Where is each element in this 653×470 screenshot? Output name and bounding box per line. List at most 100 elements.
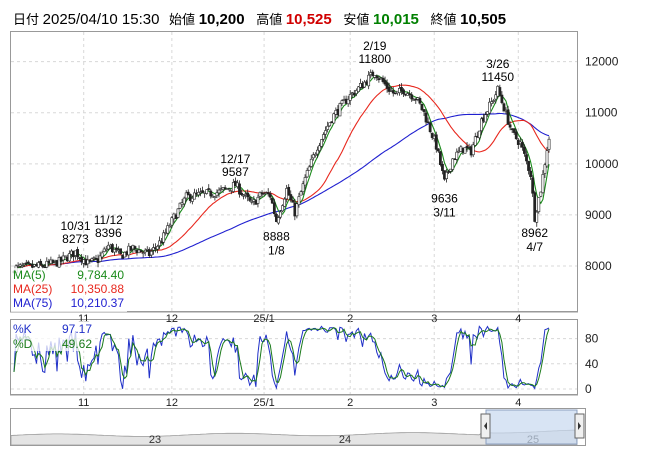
candle-body (484, 114, 487, 123)
stoch-tick-label: 80 (585, 332, 599, 346)
candle-body (240, 192, 243, 195)
legend-k-name: %K (13, 322, 32, 336)
stoch-xtick-label: 3 (431, 397, 437, 409)
open-value: 10,200 (198, 11, 245, 28)
price-xtick-label: 12 (166, 313, 178, 325)
navigator-year-label: 23 (149, 434, 161, 446)
candle-body (170, 217, 174, 226)
candle-body (57, 257, 61, 268)
candle-body (479, 118, 483, 132)
candle-body (283, 198, 287, 207)
annotation-value: 8962 (521, 226, 548, 240)
candle-body (166, 225, 170, 234)
candle-body (387, 86, 391, 92)
candle-body (514, 131, 518, 140)
candle-body (309, 158, 313, 167)
candle-body (477, 130, 481, 139)
candle-body (289, 194, 293, 201)
candle-body (182, 197, 186, 205)
navigator-left-handle[interactable] (480, 413, 491, 439)
legend-ma25-name: MA(25) (13, 282, 52, 296)
candle-body (445, 171, 448, 179)
candle-body (299, 191, 303, 196)
legend-d-value: 49.62 (62, 337, 92, 351)
candle-body (139, 250, 143, 253)
candle-body (256, 196, 260, 204)
candle-body (162, 232, 166, 243)
annotation-value: 9636 (431, 191, 458, 205)
candle-body (86, 259, 90, 265)
navigator-right-handle[interactable] (574, 413, 585, 439)
candle-body (149, 251, 153, 256)
candle-body (512, 128, 516, 133)
candle-body (381, 77, 385, 82)
candle-body (492, 100, 496, 102)
candle-body (436, 148, 440, 152)
annotation-value: 11800 (359, 52, 392, 66)
ma25-line (13, 84, 550, 273)
candle-body (424, 112, 428, 123)
candle-body (502, 103, 506, 112)
candle-body (494, 94, 498, 100)
candle-body (539, 191, 543, 197)
price-xtick-label: 25/1 (253, 313, 274, 325)
candle-body (525, 154, 528, 162)
stoch-xtick-label: 25/1 (253, 397, 274, 409)
candle-body (281, 205, 284, 212)
stoch-xtick-label: 2 (347, 397, 353, 409)
legend-ma75-value: 10,210.37 (71, 296, 125, 310)
candle-body (426, 121, 430, 124)
annotation-value: 8396 (95, 226, 122, 240)
navigator-year-label: 24 (339, 434, 351, 446)
candle-body (400, 86, 403, 91)
candle-body (277, 217, 280, 224)
candle-body (508, 124, 512, 128)
candle-body (248, 197, 252, 201)
candle-body (26, 261, 30, 264)
candle-body (63, 255, 67, 258)
candle-body (197, 192, 200, 196)
candle-body (297, 196, 301, 205)
candle-body (500, 94, 504, 103)
candle-body (61, 255, 65, 261)
candle-body (279, 211, 282, 218)
candle-body (313, 153, 317, 156)
candle-body (352, 92, 356, 96)
candle-body (408, 93, 412, 96)
date-label: 日付 (13, 12, 40, 27)
candle-body (213, 196, 217, 198)
candle-body (178, 202, 182, 209)
candle-body (322, 134, 325, 140)
candle-body (291, 200, 295, 203)
candle-body (531, 177, 535, 194)
legend-k-value: 97.17 (62, 322, 92, 336)
close-value: 10,505 (460, 11, 507, 28)
candle-body (375, 75, 379, 79)
candle-body (449, 168, 453, 172)
candle-body (410, 94, 414, 100)
candle-body (367, 74, 371, 87)
candle-body (262, 193, 266, 196)
candle-body (455, 151, 459, 160)
stoch-d-line (13, 327, 550, 388)
stoch-xtick-label: 12 (166, 397, 178, 409)
annotation-date: 11/12 (94, 213, 123, 227)
navigator-window[interactable] (485, 409, 578, 445)
candle-body (67, 253, 71, 262)
candle-body (295, 203, 299, 217)
candle-body (238, 183, 241, 195)
candle-body (430, 132, 434, 138)
ohlc-header: 日付 2025/04/10 15:30 始値 10,200 高値 10,525 … (13, 9, 514, 28)
candle-body (527, 161, 530, 171)
legend-d-name: %D (13, 337, 33, 351)
legend-ma5-value: 9,784.40 (77, 268, 124, 282)
candle-body (332, 113, 336, 124)
price-tick-label: 8000 (585, 259, 612, 273)
candle-body (268, 193, 272, 198)
candle-body (193, 192, 196, 200)
candle-body (143, 249, 147, 253)
candle-body (391, 90, 395, 94)
candle-body (506, 109, 510, 125)
candle-body (533, 192, 537, 222)
annotation-date: 2/19 (363, 39, 387, 53)
